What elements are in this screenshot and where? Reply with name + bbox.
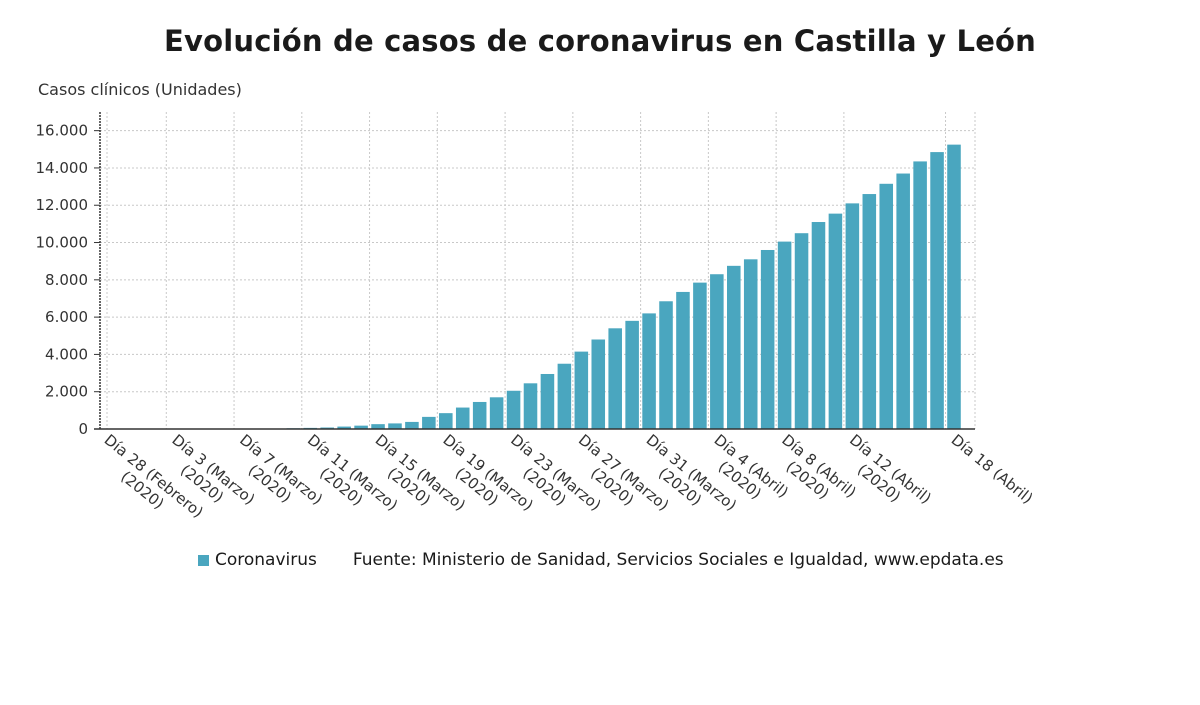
x-tick-label-line1: Día 18 (Abril): [948, 431, 1037, 508]
x-tick-label: Día 8 (Abril)(2020): [778, 431, 859, 503]
bar: [642, 313, 656, 429]
y-tick-label: 10.000: [36, 234, 89, 252]
y-tick-label: 4.000: [45, 345, 88, 363]
bar: [777, 241, 792, 429]
bar: [794, 233, 809, 429]
bar: [489, 397, 504, 429]
y-tick-label: 6.000: [45, 308, 88, 326]
bar: [676, 291, 690, 429]
bar: [879, 183, 894, 429]
y-tick-label: 16.000: [36, 122, 89, 140]
bar: [523, 383, 538, 429]
bar: [693, 282, 707, 429]
bar: [608, 328, 622, 429]
legend-swatch: [198, 554, 209, 566]
bar: [371, 424, 385, 429]
bar: [506, 390, 521, 429]
bar: [591, 339, 606, 429]
bar: [439, 413, 453, 429]
x-tick-label: Día 12 (Abril)(2020): [846, 431, 935, 508]
axes: [94, 112, 975, 430]
y-axis-title: Casos clínicos (Unidades): [38, 80, 242, 99]
bar: [743, 259, 758, 429]
bar: [472, 401, 487, 429]
bar: [811, 222, 826, 429]
bar: [540, 373, 555, 429]
y-tick-label: 8.000: [45, 271, 88, 289]
bar: [913, 161, 927, 429]
bar: [574, 351, 589, 429]
legend-series-name: Coronavirus: [215, 550, 317, 570]
y-tick-labels: 0 2.000 4.000 6.000 8.000 10.000 12.000 14.000 1…: [36, 122, 89, 438]
legend: Coronavirus Fuente: Ministerio de Sanida…: [198, 550, 1004, 570]
bar: [405, 421, 419, 429]
bar: [337, 426, 351, 429]
bar: [862, 194, 877, 429]
bars: [100, 144, 961, 430]
bar: [557, 363, 572, 429]
bar: [760, 249, 775, 429]
x-tick-labels: Día 28 (Febrero)(2020) Día 3 (Marzo)(2020…: [101, 431, 1037, 522]
bar: [354, 425, 368, 429]
source-note: Fuente: Ministerio de Sanidad, Servicios…: [352, 550, 1004, 570]
bar: [828, 213, 843, 429]
bar: [625, 320, 639, 429]
y-tick-label: 2.000: [45, 383, 88, 401]
bar: [930, 152, 944, 429]
bar: [455, 407, 470, 429]
x-tick-label: Día 18 (Abril): [948, 431, 1037, 508]
y-tick-label: 12.000: [36, 196, 89, 214]
bar: [422, 416, 436, 429]
x-tick-label: Día 4 (Abril)(2020): [711, 431, 792, 503]
bar: [388, 423, 402, 429]
grid-lines: [100, 112, 976, 429]
bar: [710, 274, 724, 429]
bar: [896, 173, 910, 429]
bar: [845, 203, 860, 429]
bar: [947, 144, 961, 429]
bar: [659, 301, 673, 429]
y-tick-label: 14.000: [36, 159, 89, 177]
y-tick-label: 0: [78, 420, 88, 438]
chart-title: Evolución de casos de coronavirus en Cas…: [163, 24, 1037, 58]
bar: [727, 265, 741, 429]
